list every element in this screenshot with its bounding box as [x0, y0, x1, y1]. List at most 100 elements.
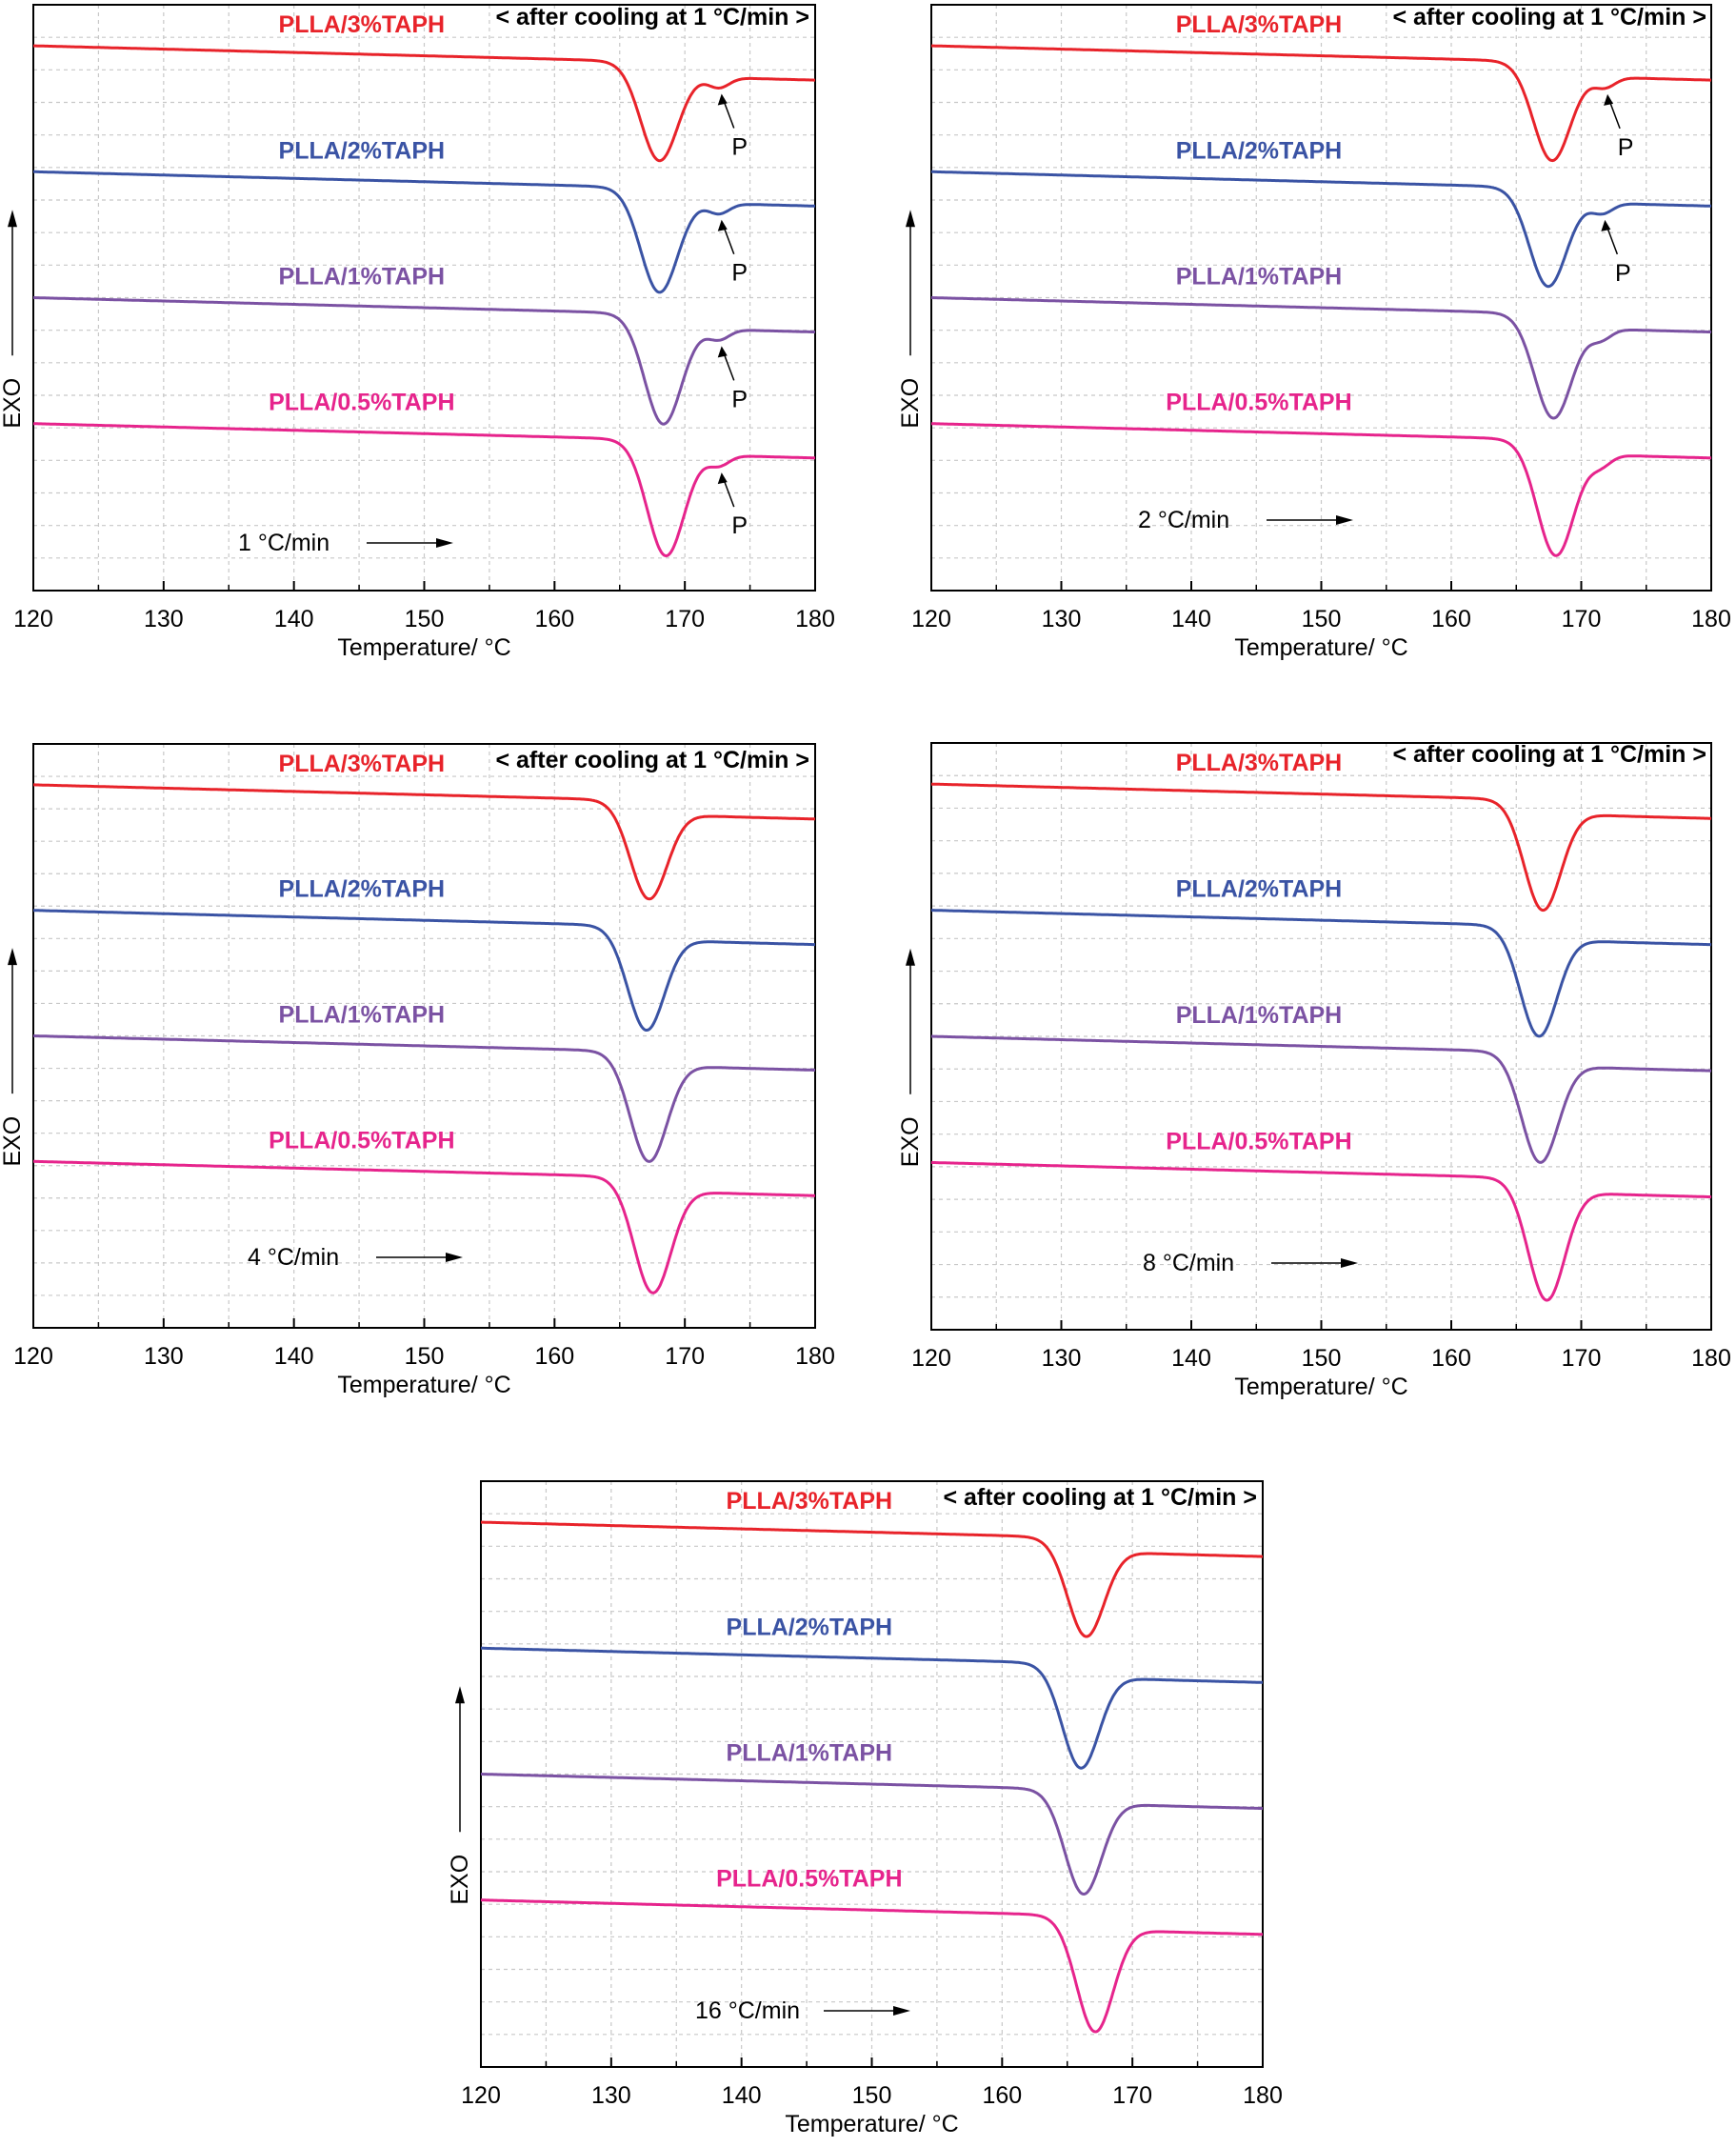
x-tick-label: 170: [665, 1343, 705, 1370]
y-axis-label: EXO: [897, 378, 924, 429]
chart-title: < after cooling at 1 °C/min >: [1392, 741, 1706, 768]
x-tick-label: 130: [1042, 1345, 1082, 1372]
series-label: PLLA/0.5%TAPH: [269, 1127, 454, 1154]
x-tick-label: 120: [13, 1343, 53, 1370]
series-line-PLLA/3%TAPH: [33, 44, 815, 163]
series-line-PLLA/2%TAPH: [931, 170, 1711, 289]
rate-label: 2 °C/min: [1138, 507, 1229, 533]
shoulder-arrow-head: [717, 93, 728, 106]
heating-arrow-head: [436, 538, 453, 548]
shoulder-arrow-head: [1601, 219, 1611, 231]
x-tick-label: 140: [274, 1343, 314, 1370]
x-axis-label: Temperature/ °C: [1234, 1374, 1407, 1400]
series-line-PLLA/1%TAPH: [481, 1773, 1264, 1896]
exo-arrow-head: [8, 210, 17, 228]
x-tick-label: 130: [144, 1343, 184, 1370]
chart-title: < after cooling at 1 °C/min >: [495, 747, 809, 773]
series-label: PLLA/2%TAPH: [1176, 876, 1343, 903]
series-line-PLLA/2%TAPH: [33, 909, 815, 1032]
shoulder-label: P: [731, 133, 748, 160]
x-tick-label: 120: [13, 606, 53, 632]
series-line-PLLA/3%TAPH: [930, 782, 1711, 913]
series-label: PLLA/1%TAPH: [1176, 1002, 1343, 1029]
series-label: PLLA/2%TAPH: [1176, 137, 1343, 164]
heating-arrow-head: [446, 1253, 463, 1262]
shoulder-arrow-head: [1604, 93, 1614, 106]
shoulder-arrow-head: [717, 346, 728, 358]
series-line-PLLA/1%TAPH: [33, 296, 816, 426]
x-tick-label: 180: [1691, 606, 1731, 632]
x-tick-label: 130: [1042, 606, 1082, 632]
x-axis-label: Temperature/ °C: [785, 2111, 958, 2137]
series-label: PLLA/0.5%TAPH: [1166, 1128, 1351, 1154]
series-line-PLLA/0.5%TAPH: [930, 422, 1711, 557]
series-label: PLLA/3%TAPH: [279, 751, 446, 777]
exo-arrow-head: [8, 948, 17, 966]
heating-arrow-head: [1341, 1258, 1358, 1268]
x-tick-label: 160: [982, 2082, 1022, 2109]
series-line-PLLA/2%TAPH: [481, 1646, 1263, 1770]
series-label: PLLA/0.5%TAPH: [269, 390, 454, 416]
series-line-PLLA/2%TAPH: [33, 170, 815, 294]
x-axis-label: Temperature/ °C: [1234, 634, 1407, 661]
x-tick-label: 120: [461, 2082, 501, 2109]
x-tick-label: 140: [1171, 1345, 1211, 1372]
dsc-panel-4: 120 130 140 150 160 170 180 Temperature/ °C EXO <…: [897, 741, 1731, 1400]
series-line-PLLA/2%TAPH: [931, 909, 1712, 1038]
dsc-panel-2: 120 130 140 150 160 170 180 Temperature/ °C EXO <…: [897, 4, 1731, 661]
rate-label: 8 °C/min: [1143, 1250, 1234, 1276]
x-tick-label: 150: [405, 606, 445, 632]
x-tick-label: 170: [1112, 2082, 1152, 2109]
series-line-PLLA/1%TAPH: [931, 296, 1712, 420]
exo-arrow-head: [455, 1686, 465, 1704]
heating-arrow-head: [893, 2006, 910, 2016]
x-tick-label: 180: [795, 1343, 835, 1370]
series-label: PLLA/2%TAPH: [279, 876, 446, 903]
rate-label: 16 °C/min: [695, 1997, 800, 2024]
x-axis-label: Temperature/ °C: [337, 1372, 510, 1398]
series-label: PLLA/0.5%TAPH: [1166, 390, 1351, 416]
dsc-panel-3: 120 130 140 150 160 170 180 Temperature/ °C EXO <…: [0, 743, 835, 1398]
y-axis-label: EXO: [897, 1116, 924, 1167]
series-label: PLLA/3%TAPH: [1176, 11, 1343, 38]
series-line-PLLA/3%TAPH: [33, 783, 816, 901]
heating-arrow-head: [1336, 515, 1353, 525]
shoulder-label: P: [731, 260, 748, 287]
series-label: PLLA/3%TAPH: [727, 1488, 893, 1515]
chart-title: < after cooling at 1 °C/min >: [495, 4, 809, 30]
exo-arrow-head: [906, 210, 915, 228]
series-line-PLLA/0.5%TAPH: [930, 1160, 1712, 1302]
series-line-PLLA/3%TAPH: [931, 44, 1711, 163]
x-tick-label: 180: [1243, 2082, 1283, 2109]
shoulder-label: P: [731, 512, 748, 539]
series-label: PLLA/1%TAPH: [1176, 264, 1343, 291]
shoulder-arrow-head: [717, 219, 728, 231]
series-label: PLLA/3%TAPH: [1176, 750, 1343, 776]
series-label: PLLA/2%TAPH: [279, 137, 446, 164]
series-label: PLLA/2%TAPH: [727, 1614, 893, 1640]
y-axis-label: EXO: [448, 1855, 473, 1905]
x-tick-label: 120: [911, 1345, 951, 1372]
rate-label: 4 °C/min: [248, 1244, 339, 1271]
x-axis-label: Temperature/ °C: [337, 634, 510, 661]
x-tick-label: 140: [274, 606, 314, 632]
x-tick-label: 150: [405, 1343, 445, 1370]
series-line-PLLA/0.5%TAPH: [33, 1159, 815, 1294]
x-tick-label: 150: [1302, 606, 1342, 632]
x-tick-label: 160: [1431, 606, 1471, 632]
series-line-PLLA/0.5%TAPH: [480, 1898, 1263, 2034]
x-tick-label: 120: [911, 606, 951, 632]
series-label: PLLA/0.5%TAPH: [716, 1866, 902, 1893]
x-tick-label: 150: [852, 2082, 892, 2109]
rate-label: 1 °C/min: [238, 530, 329, 556]
shoulder-label: P: [731, 386, 748, 412]
x-tick-label: 180: [795, 606, 835, 632]
series-label: PLLA/1%TAPH: [279, 264, 446, 291]
x-tick-label: 140: [1171, 606, 1211, 632]
x-tick-label: 130: [144, 606, 184, 632]
x-tick-label: 160: [1431, 1345, 1471, 1372]
chart-title: < after cooling at 1 °C/min >: [1392, 4, 1706, 30]
series-line-PLLA/3%TAPH: [481, 1520, 1263, 1638]
x-tick-label: 170: [1562, 1345, 1602, 1372]
series-label: PLLA/1%TAPH: [727, 1740, 893, 1767]
